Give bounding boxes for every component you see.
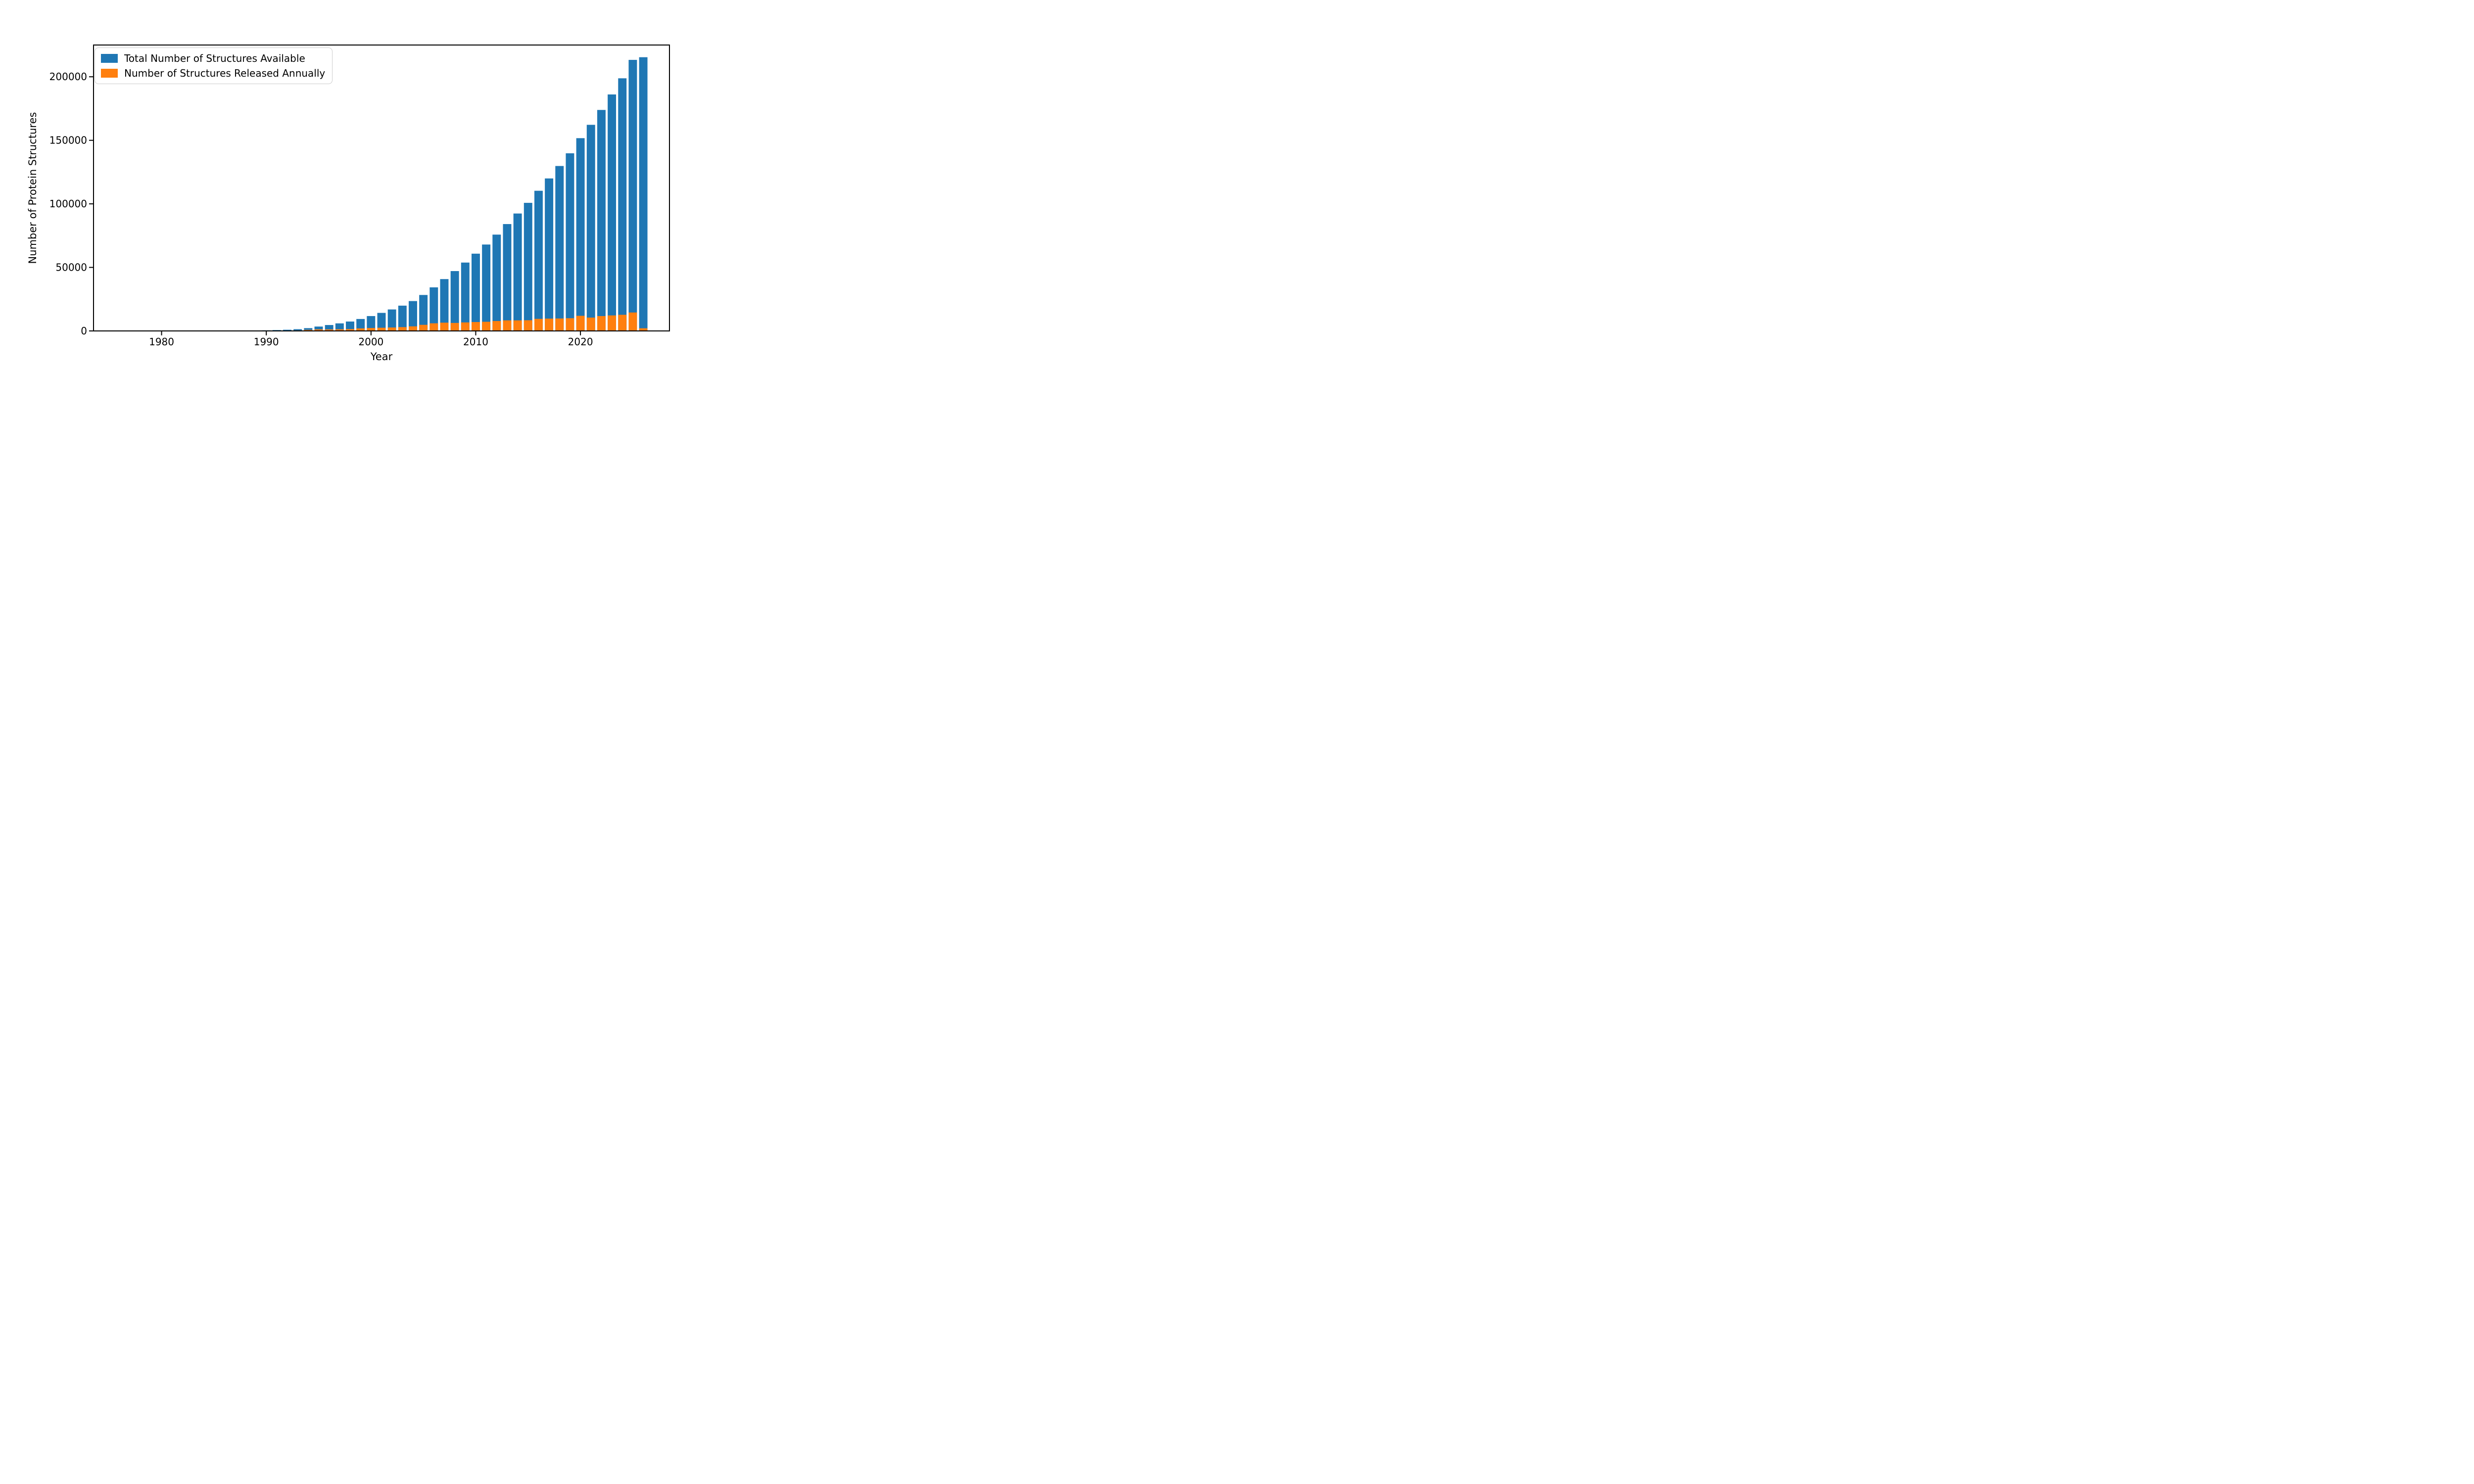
- bar-total-2023: [608, 94, 617, 331]
- bar-total-2011: [482, 244, 491, 331]
- bar-annual-2002: [387, 327, 396, 331]
- legend-swatch-total: [101, 54, 118, 63]
- bar-total-2007: [440, 279, 449, 331]
- bar-annual-2022: [597, 316, 606, 331]
- x-tick-label: 2000: [358, 336, 383, 348]
- bar-annual-1998: [346, 329, 354, 331]
- bar-annual-2016: [534, 319, 543, 331]
- bar-annual-2003: [398, 327, 407, 331]
- bar-total-1995: [314, 326, 323, 331]
- bar-annual-2006: [429, 323, 438, 331]
- bar-total-2001: [377, 313, 386, 331]
- bar-annual-2021: [586, 318, 595, 331]
- y-tick-label: 150000: [49, 135, 87, 146]
- bar-total-1996: [325, 325, 333, 331]
- bar-total-2012: [492, 234, 501, 331]
- bar-annual-2009: [461, 322, 470, 331]
- bar-annual-2012: [492, 321, 501, 331]
- y-tick-label: 0: [81, 325, 87, 337]
- axes-frame: [93, 45, 670, 331]
- bar-annual-2026: [639, 328, 648, 331]
- bar-annual-2004: [409, 326, 417, 331]
- legend-label-annual: Number of Structures Released Annually: [124, 67, 326, 79]
- figure: 1980 1990 2000 2010 2020 0 50000 100000 150000 20…: [0, 0, 742, 371]
- x-tick-label: 1980: [149, 336, 174, 348]
- bar-total-2022: [597, 110, 606, 331]
- bar-total-1998: [346, 321, 354, 331]
- bar-total-2015: [523, 203, 532, 331]
- bar-total-2003: [398, 305, 407, 331]
- legend-row-total: Total Number of Structures Available: [101, 51, 325, 66]
- bar-total-2017: [545, 178, 554, 331]
- bar-annual-2000: [367, 328, 376, 331]
- bar-annual-2013: [503, 320, 512, 331]
- legend-swatch-annual: [101, 69, 118, 78]
- bar-annual-1995: [314, 329, 323, 331]
- bar-total-2005: [419, 295, 428, 331]
- bar-total-2004: [409, 301, 417, 331]
- bar-total-2000: [367, 316, 376, 331]
- bar-total-2002: [387, 309, 396, 331]
- bar-total-2016: [534, 190, 543, 331]
- y-axis-label: Number of Protein Structures: [27, 112, 39, 264]
- bar-total-2020: [576, 138, 585, 331]
- bar-annual-2001: [377, 327, 386, 331]
- bar-total-1993: [293, 329, 302, 331]
- bar-annual-2018: [555, 318, 564, 331]
- bar-total-1999: [356, 319, 365, 331]
- y-tick-label: 50000: [55, 262, 87, 274]
- bar-annual-2014: [513, 320, 522, 331]
- bar-annual-1996: [325, 329, 333, 331]
- bar-annual-2023: [608, 315, 617, 331]
- bar-total-2009: [461, 262, 470, 331]
- bar-total-2026: [639, 57, 648, 331]
- bar-annual-2020: [576, 316, 585, 331]
- bar-annual-2007: [440, 323, 449, 331]
- bar-annual-2024: [618, 315, 627, 331]
- bar-annual-2005: [419, 325, 428, 331]
- bar-total-2014: [513, 213, 522, 331]
- x-tick-label: 1990: [254, 336, 279, 348]
- bar-total-2008: [450, 271, 459, 331]
- bar-annual-2017: [545, 319, 554, 331]
- x-axis-label: Year: [370, 351, 393, 363]
- y-tick-label: 100000: [49, 198, 87, 210]
- y-tick-label: 200000: [49, 71, 87, 83]
- bar-annual-2010: [472, 322, 480, 331]
- x-tick-label: 2010: [463, 336, 488, 348]
- bar-total-2021: [586, 125, 595, 331]
- legend: Total Number of Structures Available Num…: [95, 47, 333, 84]
- bar-annual-1994: [304, 329, 313, 331]
- bar-annual-2008: [450, 323, 459, 331]
- bar-total-2018: [555, 166, 564, 331]
- bar-total-2013: [503, 224, 512, 331]
- bar-total-2010: [472, 253, 480, 331]
- bar-total-1994: [304, 328, 313, 331]
- bar-total-2025: [628, 60, 637, 331]
- bar-total-2006: [429, 287, 438, 331]
- legend-row-annual: Number of Structures Released Annually: [101, 66, 325, 81]
- bar-annual-1999: [356, 328, 365, 331]
- bar-total-2024: [618, 78, 627, 331]
- bar-total-1997: [335, 323, 344, 331]
- legend-label-total: Total Number of Structures Available: [124, 52, 305, 64]
- chart-canvas: 1980 1990 2000 2010 2020 0 50000 100000 150000 20…: [27, 45, 670, 363]
- bar-total-2019: [566, 153, 574, 331]
- bar-annual-2015: [523, 320, 532, 331]
- bar-total-1992: [283, 329, 291, 331]
- bar-annual-2019: [566, 318, 574, 331]
- bar-annual-2025: [628, 312, 637, 331]
- bar-annual-1997: [335, 329, 344, 331]
- x-tick-label: 2020: [568, 336, 593, 348]
- bar-annual-2011: [482, 322, 491, 331]
